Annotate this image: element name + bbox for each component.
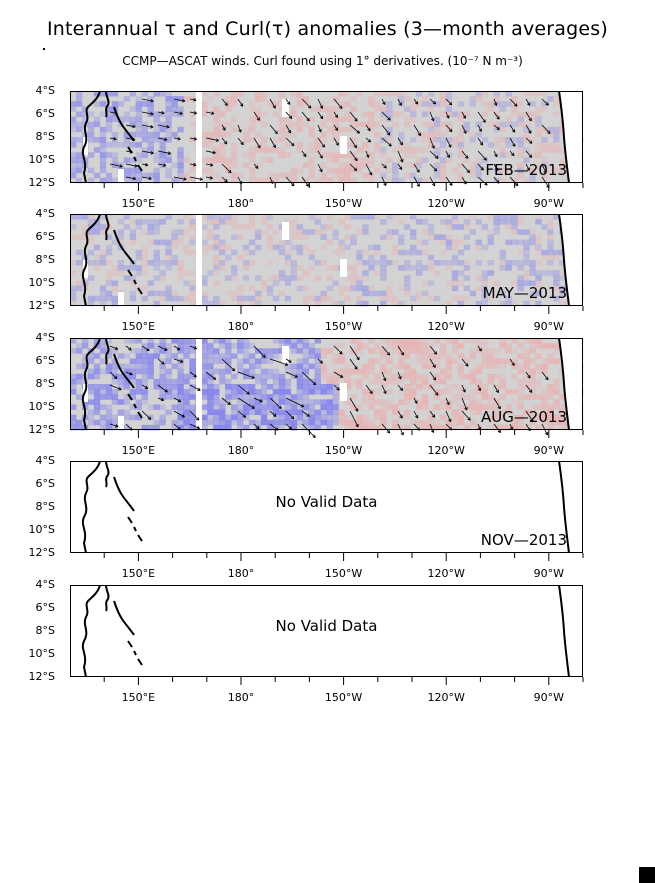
- y-tick-label: 12°S: [28, 546, 55, 559]
- x-tick-label: 150°W: [324, 567, 363, 580]
- y-tick-label: 6°S: [35, 107, 55, 120]
- x-tick-label: 180°: [227, 691, 255, 704]
- map-plot-area: No Valid Data: [70, 585, 584, 685]
- x-tick-label: 150°E: [121, 320, 156, 333]
- map-panel-1: 4°S 6°S 8°S 10°S 12°S 150°E 180° 150°W 120°W 90°W…: [0, 84, 655, 221]
- x-tick-label: 180°: [227, 444, 255, 457]
- no-valid-data-message: No Valid Data: [275, 617, 378, 635]
- map-svg: [70, 585, 584, 685]
- y-tick-label: 8°S: [35, 377, 55, 390]
- x-tick-label: 180°: [227, 320, 255, 333]
- y-tick-label: 12°S: [28, 423, 55, 436]
- x-tick-label: 150°E: [121, 567, 156, 580]
- no-valid-data-message: No Valid Data: [275, 493, 378, 511]
- map-svg: [70, 91, 584, 191]
- x-tick-label: 120°W: [427, 567, 465, 580]
- x-tick-label: 180°: [227, 567, 255, 580]
- y-tick-label: 12°S: [28, 670, 55, 683]
- y-tick-label: 4°S: [35, 84, 55, 97]
- decorative-dot: [43, 48, 45, 50]
- x-tick-label: 90°W: [533, 691, 564, 704]
- y-tick-label: 10°S: [28, 647, 55, 660]
- map-plot-area: FEB—2013: [70, 91, 584, 191]
- x-tick-label: 90°W: [533, 320, 564, 333]
- map-svg: [70, 338, 584, 438]
- y-tick-label: 6°S: [35, 601, 55, 614]
- y-tick-label: 4°S: [35, 578, 55, 591]
- map-panel-4: 4°S 6°S 8°S 10°S 12°S 150°E 180° 150°W 120°W 90°W…: [0, 454, 655, 591]
- x-tick-label: 150°E: [121, 197, 156, 210]
- x-tick-label: 120°W: [427, 691, 465, 704]
- map-panel-3: 4°S 6°S 8°S 10°S 12°S 150°E 180° 150°W 120°W 90°W…: [0, 331, 655, 468]
- y-tick-label: 12°S: [28, 176, 55, 189]
- y-tick-label: 10°S: [28, 400, 55, 413]
- x-tick-label: 150°E: [121, 691, 156, 704]
- y-tick-label: 6°S: [35, 477, 55, 490]
- y-tick-label: 6°S: [35, 354, 55, 367]
- y-tick-label: 4°S: [35, 454, 55, 467]
- x-tick-label: 150°W: [324, 197, 363, 210]
- y-tick-label: 10°S: [28, 276, 55, 289]
- y-tick-label: 4°S: [35, 207, 55, 220]
- y-tick-label: 10°S: [28, 153, 55, 166]
- map-plot-area: AUG—2013: [70, 338, 584, 438]
- panel-month-label: NOV—2013: [480, 531, 567, 549]
- map-svg: [70, 214, 584, 314]
- panel-month-label: AUG—2013: [480, 408, 567, 426]
- y-tick-label: 6°S: [35, 230, 55, 243]
- panel-month-label: FEB—2013: [485, 161, 567, 179]
- map-panel-5: 4°S 6°S 8°S 10°S 12°S 150°E 180° 150°W 120°W 90°W…: [0, 578, 655, 715]
- y-tick-label: 10°S: [28, 523, 55, 536]
- map-plot-area: NOV—2013 No Valid Data: [70, 461, 584, 561]
- panel-month-label: MAY—2013: [482, 284, 567, 302]
- x-tick-label: 90°W: [533, 567, 564, 580]
- x-tick-label: 90°W: [533, 197, 564, 210]
- chart-title: Interannual τ and Curl(τ) anomalies (3—m…: [46, 18, 609, 40]
- x-tick-label: 150°W: [324, 444, 363, 457]
- map-panel-2: 4°S 6°S 8°S 10°S 12°S 150°E 180° 150°W 120°W 90°W…: [0, 207, 655, 344]
- y-tick-label: 12°S: [28, 299, 55, 312]
- corner-marker: [639, 867, 655, 883]
- x-tick-label: 120°W: [427, 197, 465, 210]
- x-tick-label: 150°W: [324, 320, 363, 333]
- x-tick-label: 150°W: [324, 691, 363, 704]
- x-tick-label: 120°W: [427, 320, 465, 333]
- x-tick-label: 120°W: [427, 444, 465, 457]
- y-tick-label: 4°S: [35, 331, 55, 344]
- x-tick-label: 180°: [227, 197, 255, 210]
- map-svg: [70, 461, 584, 561]
- x-tick-label: 90°W: [533, 444, 564, 457]
- chart-subtitle: CCMP—ASCAT winds. Curl found using 1° de…: [122, 54, 523, 68]
- y-tick-label: 8°S: [35, 500, 55, 513]
- y-tick-label: 8°S: [35, 253, 55, 266]
- y-tick-label: 8°S: [35, 130, 55, 143]
- y-tick-label: 8°S: [35, 624, 55, 637]
- map-plot-area: MAY—2013: [70, 214, 584, 314]
- x-tick-label: 150°E: [121, 444, 156, 457]
